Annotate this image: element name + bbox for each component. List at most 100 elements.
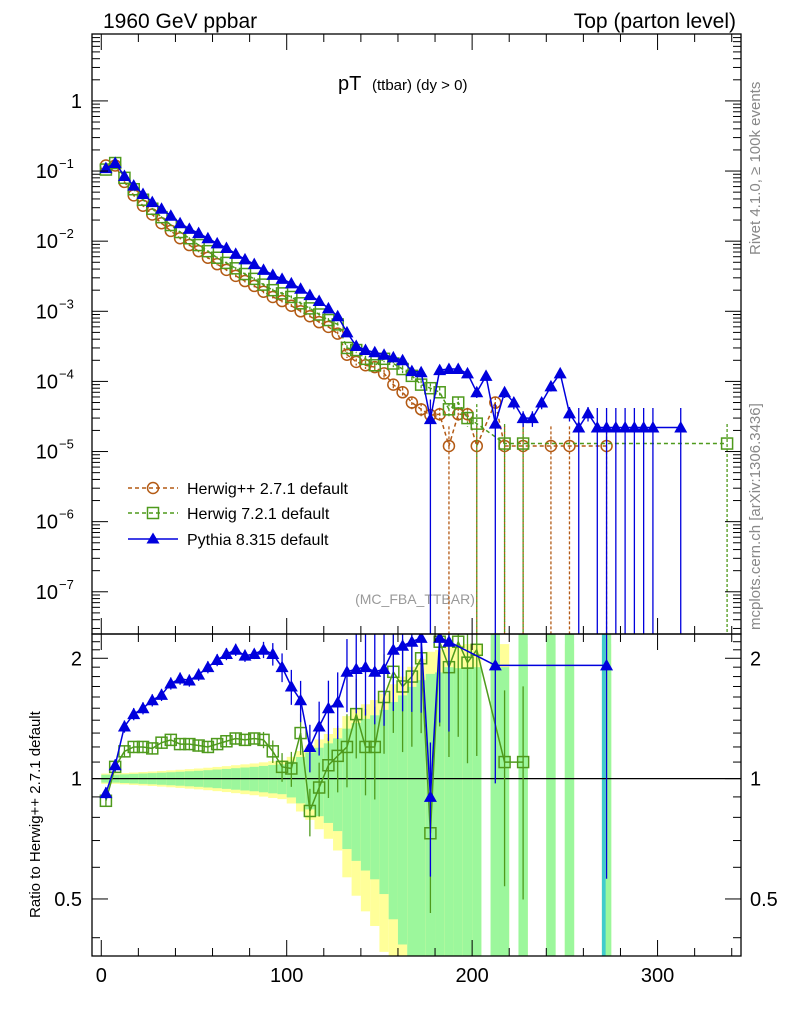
pythia-point xyxy=(553,366,567,379)
herwig7-line xyxy=(105,161,728,445)
stat-uncertainty-band xyxy=(564,634,575,956)
stat-uncertainty-band xyxy=(388,701,398,920)
pythia-point xyxy=(581,406,595,419)
pythia-point xyxy=(108,156,122,169)
pythia-point xyxy=(535,396,549,408)
herwig7-point xyxy=(275,287,289,300)
herwigpp-line xyxy=(105,164,607,449)
stat-uncertainty-band xyxy=(295,756,306,804)
stat-uncertainty-band xyxy=(397,695,408,945)
ratio-pythia-point xyxy=(136,701,150,714)
stat-uncertainty-band xyxy=(490,634,500,956)
pythia-point xyxy=(451,362,465,375)
pythia-point xyxy=(600,421,614,433)
pythia-point xyxy=(284,276,298,289)
pythia-point xyxy=(219,241,233,253)
ratio-pythia-point xyxy=(201,660,215,673)
y-tick-exponent: −2 xyxy=(59,226,74,241)
x-tick-label: 100 xyxy=(270,965,303,987)
pythia-point xyxy=(627,421,641,433)
mc-uncertainty-band xyxy=(601,634,606,956)
herwig7-point xyxy=(201,244,215,258)
pythia-point xyxy=(266,268,280,280)
pythia-point xyxy=(618,421,632,433)
stat-uncertainty-band xyxy=(379,709,389,895)
ratio-pythia-point xyxy=(173,671,187,684)
axes-group: 110−110−210−310−410−510−610 −70.5 0.51 12 20… xyxy=(36,33,778,987)
ratio-pythia-point xyxy=(192,668,206,680)
stat-uncertainty-band xyxy=(462,667,473,956)
y-tick-label: 10 xyxy=(36,301,58,323)
herwigpp-point xyxy=(322,320,335,334)
header-left: 1960 GeV ppbar xyxy=(103,10,257,33)
ratio-herwig7-point xyxy=(303,804,317,818)
ratio-pythia-point xyxy=(349,662,363,675)
herwigpp-point xyxy=(257,285,270,298)
y-tick-exponent: −4 xyxy=(59,366,74,381)
ratio-y-tick-label: 1 xyxy=(71,769,82,791)
herwigpp-point xyxy=(359,359,372,372)
pythia-point xyxy=(173,216,187,229)
y-tick-label: 10 xyxy=(36,512,58,534)
ratio-pythia-point xyxy=(321,701,335,714)
herwigpp-point xyxy=(377,367,391,380)
x-tick-label: 0 xyxy=(96,965,107,987)
pythia-point xyxy=(460,366,474,379)
pythia-point xyxy=(442,362,456,375)
pythia-point xyxy=(182,222,196,234)
pythia-point xyxy=(609,421,623,433)
pythia-point xyxy=(433,363,447,376)
ratio-pythia-point xyxy=(488,658,502,671)
ratio-pythia-point xyxy=(377,662,391,675)
y-tick-label: 10 xyxy=(36,442,58,464)
top-series-group xyxy=(99,156,734,634)
pythia-point xyxy=(349,339,363,351)
ratio-herwig7-point xyxy=(498,755,511,769)
ratio-herwig7-point xyxy=(127,740,140,754)
ratio-pythia-point xyxy=(266,647,280,659)
bottom-frame xyxy=(91,633,742,957)
ratio-y-tick-label-right: 0.5 xyxy=(750,889,778,911)
ratio-herwig7-point xyxy=(248,732,261,745)
herwig7-point xyxy=(498,437,511,450)
herwigpp-point xyxy=(201,251,215,265)
pythia-point xyxy=(238,252,252,265)
ratio-herwig7-point xyxy=(220,735,233,748)
ratio-pythia-point xyxy=(99,786,113,799)
pythia-point xyxy=(155,202,169,214)
stat-uncertainty-band xyxy=(416,680,426,956)
ratio-pythia-point xyxy=(294,693,308,706)
pythia-point xyxy=(201,231,215,244)
y-tick-exponent: −6 xyxy=(59,507,74,522)
ratio-pythia-point xyxy=(210,653,224,666)
ratio-herwig7-point xyxy=(201,740,215,754)
ratio-pythia-point xyxy=(127,707,141,720)
stat-uncertainty-band xyxy=(444,667,454,956)
pythia-point xyxy=(470,385,484,398)
ratio-y-tick-label-right: 2 xyxy=(750,648,761,670)
plot-title-sub: (ttbar) (dy > 0) xyxy=(372,77,467,94)
legend-label-pythia: Pythia 8.315 default xyxy=(187,532,329,549)
rivet-label: Rivet 4.1.0, ≥ 100k events xyxy=(747,82,764,255)
ratio-herwig7-point xyxy=(229,732,242,745)
ratio-herwig7-point xyxy=(136,740,150,754)
herwig7-point xyxy=(266,283,280,297)
ratio-ylabel: Ratio to Herwig++ 2.7.1 default xyxy=(27,710,44,918)
ratio-pythia-point xyxy=(600,658,614,671)
stat-uncertainty-band xyxy=(472,667,482,956)
ratio-pythia-point xyxy=(117,720,131,732)
ratio-herwig7-point xyxy=(164,733,178,747)
pythia-point xyxy=(498,385,512,398)
x-tick-label: 200 xyxy=(455,965,488,987)
ratio-herwig7-point xyxy=(173,737,187,751)
mcplots-label: mcplots.cern.ch [arXiv:1306.3436] xyxy=(747,403,764,630)
pythia-point xyxy=(423,412,437,425)
herwigpp-point xyxy=(303,309,317,323)
pythia-point xyxy=(646,421,660,433)
ratio-series-group xyxy=(92,634,741,913)
y-tick-label: 10 xyxy=(36,371,58,393)
pythia-point xyxy=(637,421,651,433)
legend-marker-herwigpp xyxy=(146,481,160,495)
ratio-pythia-point xyxy=(164,676,178,689)
